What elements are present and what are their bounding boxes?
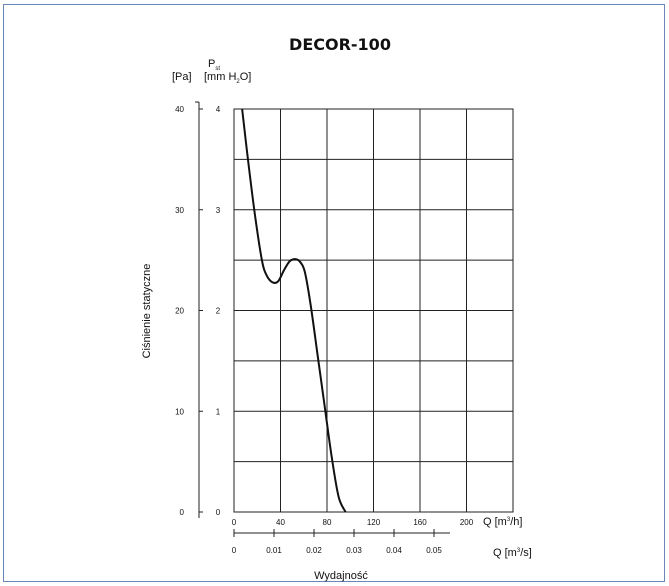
x-unit-m3h-label: Q [m3/h]	[483, 516, 522, 528]
x-m3h-tick-label: 80	[323, 518, 332, 527]
x-m3s-tick-label: 0.05	[426, 546, 442, 555]
fan-curve-line	[241, 108, 347, 513]
unit-pa-label: [Pa]	[172, 71, 192, 83]
mm-tick-label: 0	[216, 508, 221, 517]
x-m3s-tick-label: 0.02	[306, 546, 322, 555]
pa-tick-label: 10	[175, 407, 184, 416]
chart-title: DECOR-100	[289, 35, 391, 54]
x-m3h-tick-label: 200	[460, 518, 474, 527]
pa-tick-label: 30	[175, 206, 184, 215]
mm-tick-label: 1	[216, 407, 221, 416]
chart-frame	[3, 4, 665, 582]
x-unit-m3s-label: Q [m3/s]	[493, 547, 532, 559]
mm-tick-label: 3	[216, 206, 221, 215]
x-m3s-tick-label: 0.03	[346, 546, 362, 555]
pa-tick-label: 40	[175, 105, 184, 114]
x-m3s-tick-label: 0.01	[266, 546, 282, 555]
x-m3s-tick-label: 0	[232, 546, 237, 555]
unit-mmh2o-label: [mm H2O]	[204, 71, 251, 85]
x-m3h-tick-label: 120	[367, 518, 381, 527]
x-m3h-tick-label: 0	[232, 518, 237, 527]
x-m3s-tick-label: 0.04	[386, 546, 402, 555]
x-m3h-tick-label: 40	[276, 518, 285, 527]
pressure-symbol: Pst	[208, 58, 220, 72]
pa-tick-label: 20	[175, 307, 184, 316]
x-axis-label: Wydajność	[314, 570, 368, 582]
y-axis-label: Ciśnienie statyczne	[141, 264, 153, 359]
mm-tick-label: 4	[216, 105, 221, 114]
mm-tick-label: 2	[216, 307, 221, 316]
x-m3h-tick-label: 160	[413, 518, 427, 527]
pa-tick-label: 0	[180, 508, 185, 517]
